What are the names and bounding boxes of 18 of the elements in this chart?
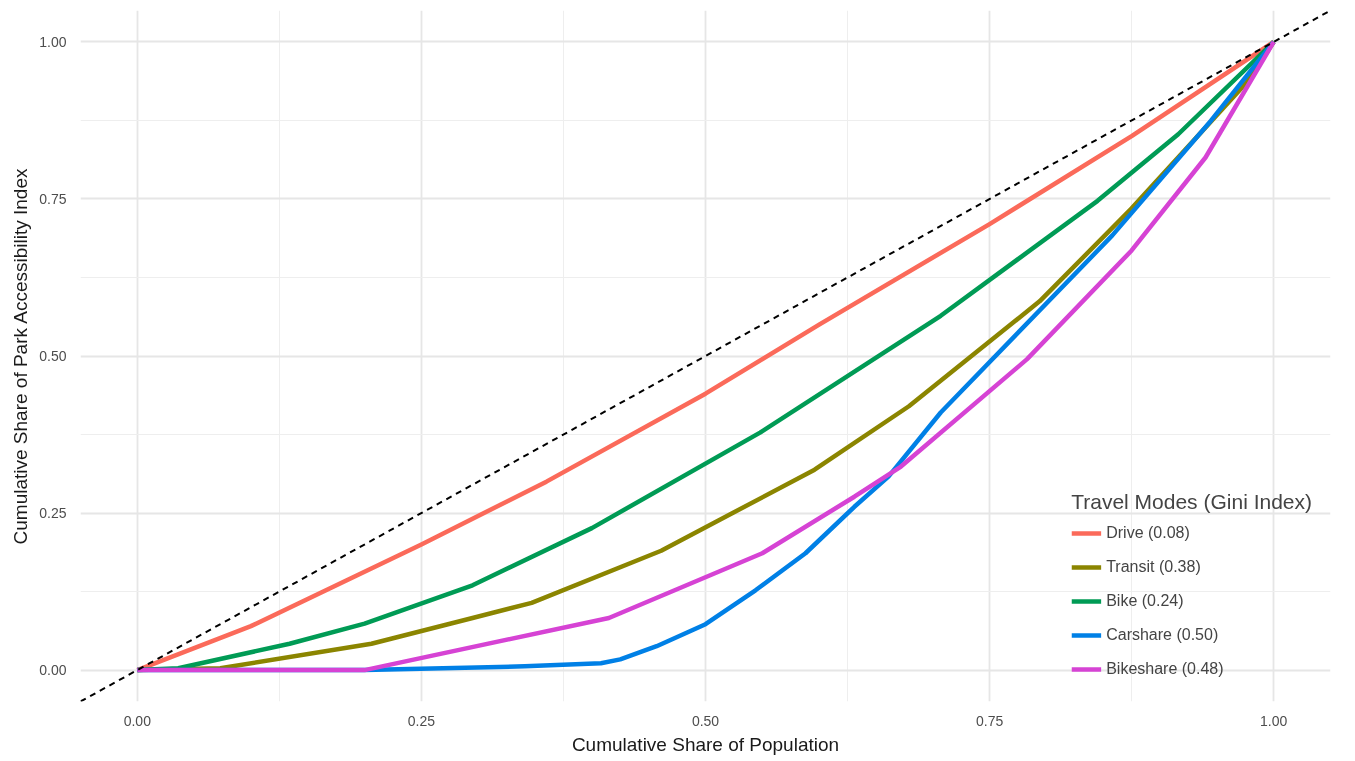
y-tick-label: 1.00 bbox=[39, 33, 67, 50]
x-axis-title: Cumulative Share of Population bbox=[571, 733, 840, 755]
x-tick-label: 1.00 bbox=[1260, 712, 1288, 729]
legend-title: Travel Modes (Gini Index) bbox=[1071, 490, 1312, 514]
x-tick-label: 0.25 bbox=[407, 712, 436, 729]
x-tick-label: 0.00 bbox=[123, 712, 152, 729]
y-tick-label: 0.50 bbox=[39, 348, 67, 364]
y-tick-label: 0.75 bbox=[39, 190, 67, 207]
x-tick-label: 0.75 bbox=[975, 712, 1004, 729]
y-axis-title: Cumulative Share of Park Accessibility Index bbox=[10, 168, 32, 545]
x-tick-label: 0.50 bbox=[691, 712, 720, 729]
legend-label: Carshare (0.50) bbox=[1106, 625, 1219, 645]
legend-label: Drive (0.08) bbox=[1106, 523, 1190, 543]
legend-label: Bike (0.24) bbox=[1106, 591, 1184, 611]
legend-label: Bikeshare (0.48) bbox=[1106, 659, 1224, 679]
y-tick-label: 0.25 bbox=[39, 505, 67, 522]
y-tick-label: 0.00 bbox=[39, 662, 67, 679]
legend-label: Transit (0.38) bbox=[1106, 557, 1201, 577]
